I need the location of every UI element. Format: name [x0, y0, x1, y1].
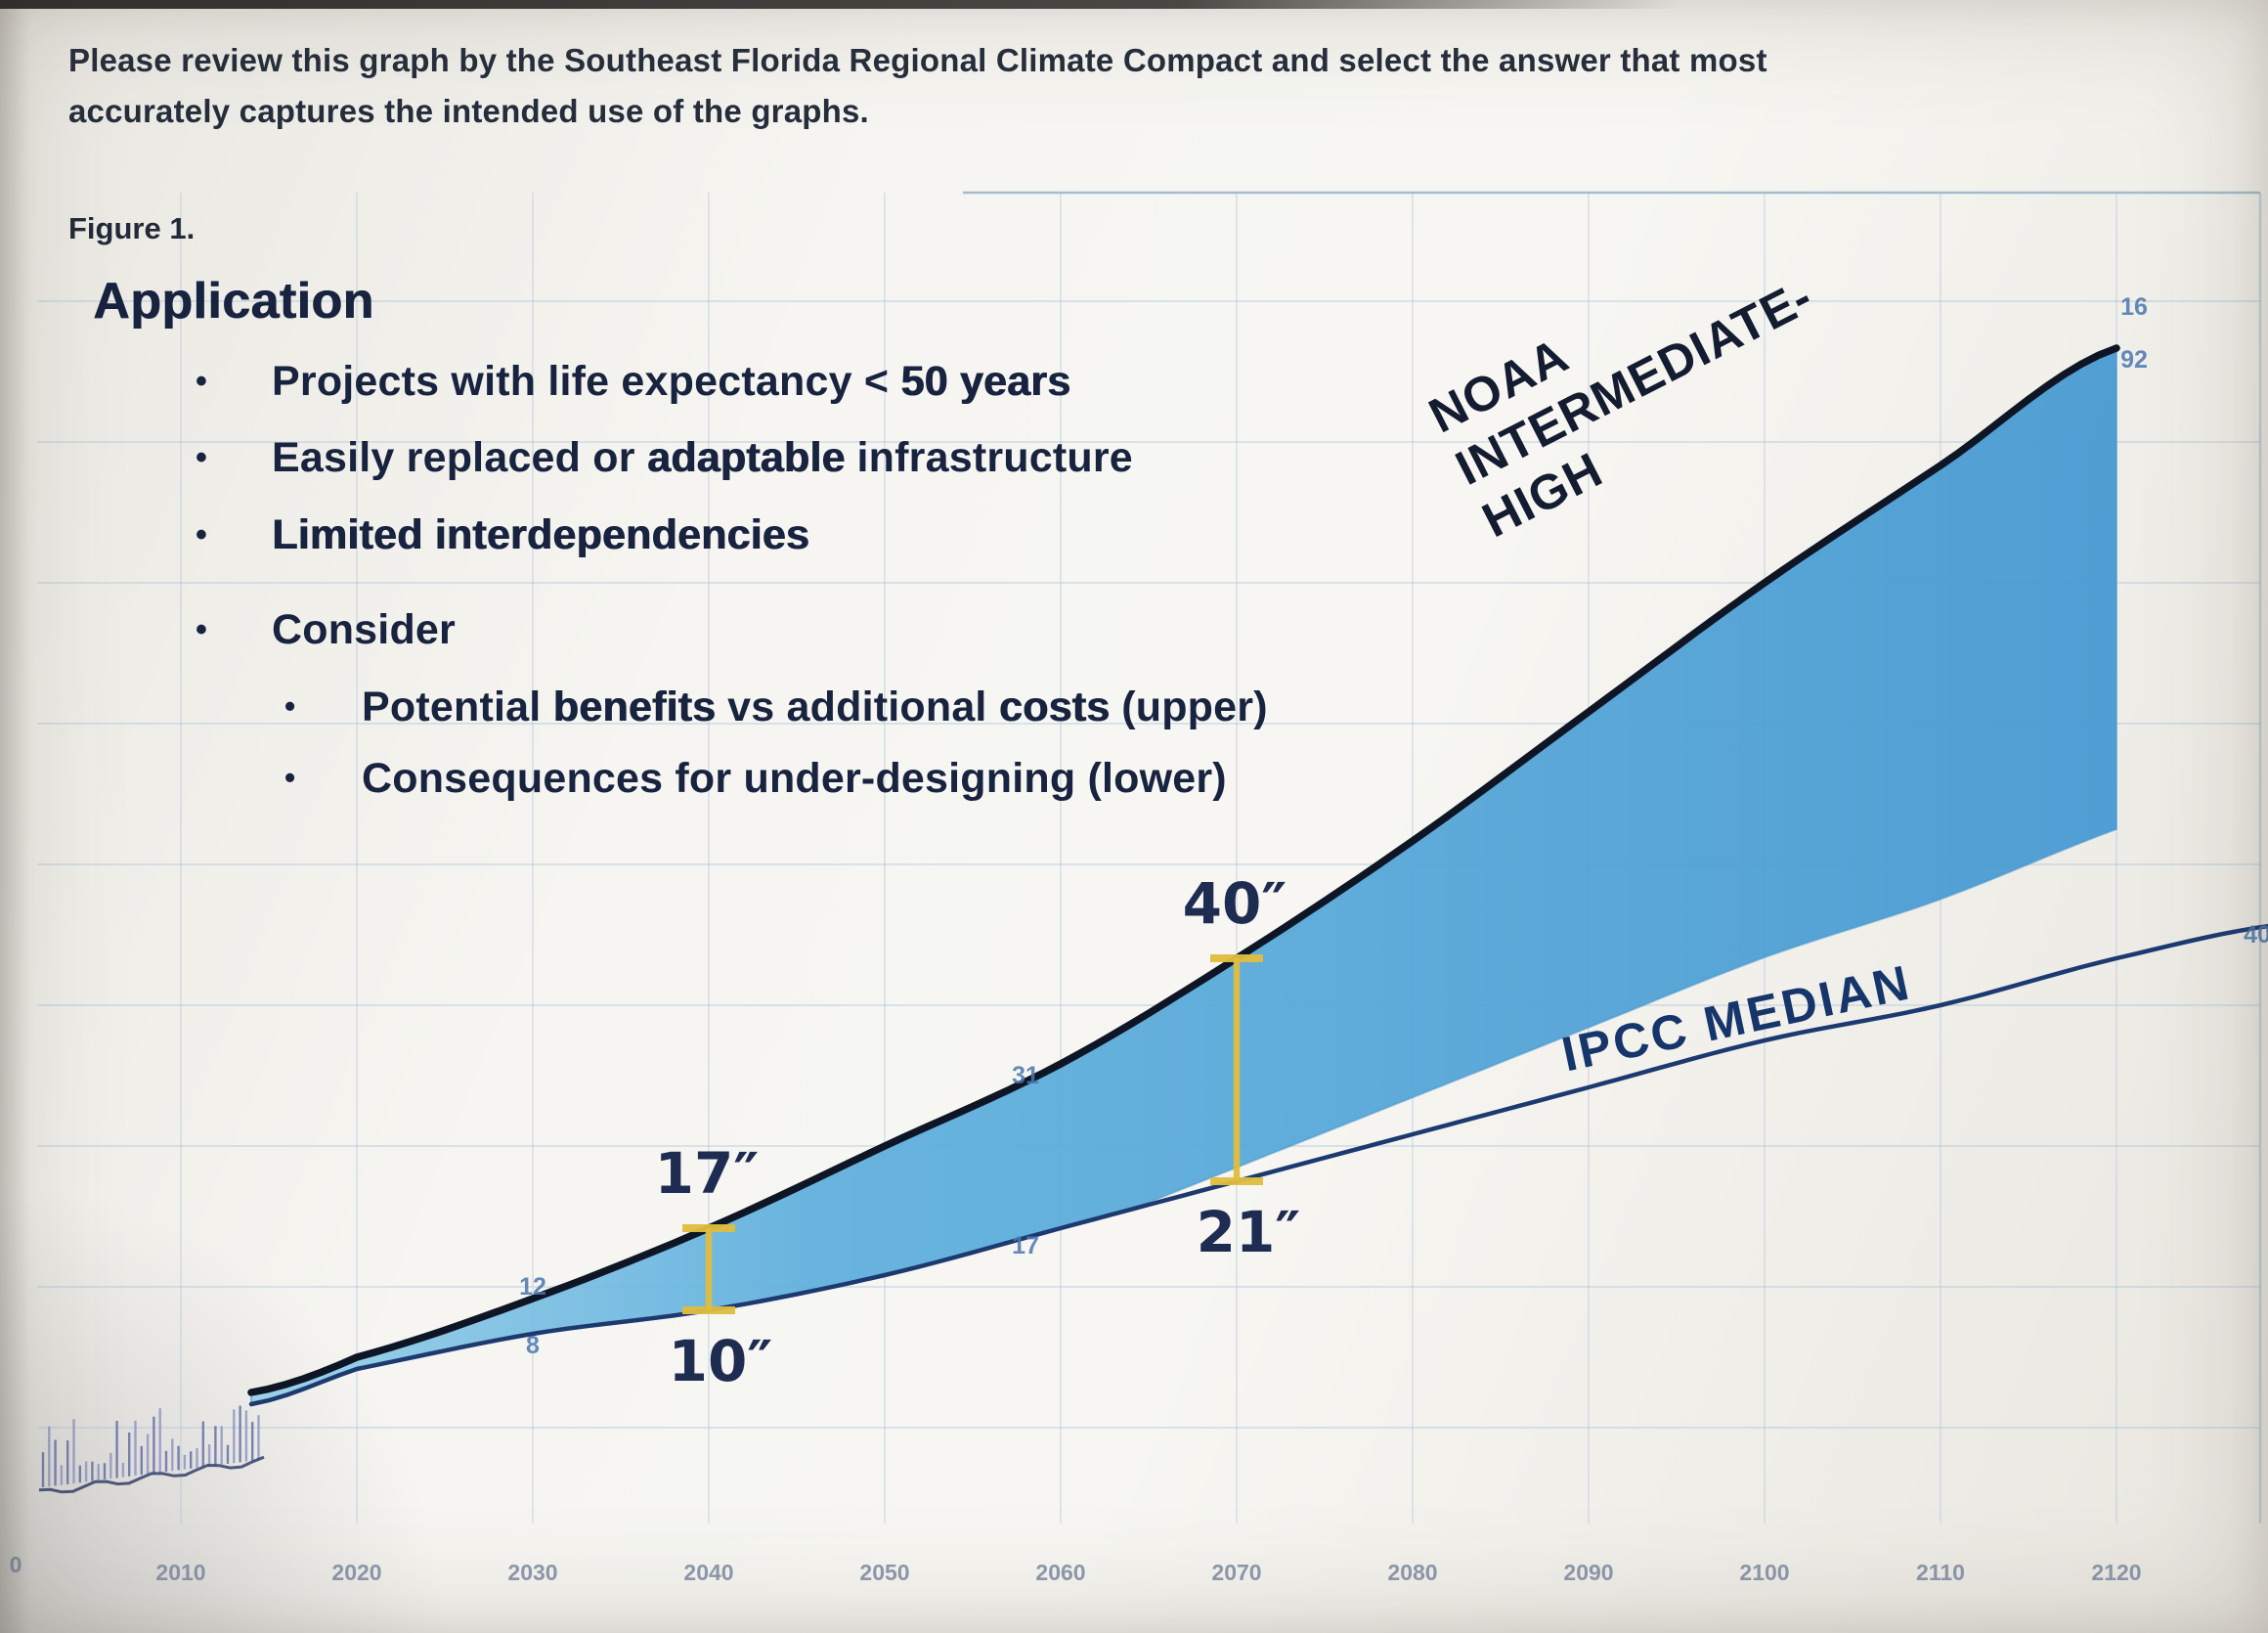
x-axis-tick-label: 2060 [1035, 1560, 1085, 1585]
x-axis-origin-label: 0 [10, 1552, 22, 1577]
x-axis-tick-label: 2030 [507, 1560, 557, 1585]
lower-range-label: 21″ [1197, 1199, 1301, 1265]
point-label-12: 12 [519, 1273, 546, 1301]
x-axis-tick-label: 2070 [1211, 1560, 1261, 1585]
bullet-limited-interdependencies: Limited interdependencies [93, 511, 1559, 559]
x-axis-labels: 2010 2020 2030 2040 2050 2060 2070 2080 2090 2100… [10, 1552, 2142, 1585]
application-heading: Application [93, 273, 374, 330]
curve-point-labels: 12 8 31 17 16 92 40 [519, 293, 2268, 1359]
bullet-life-expectancy: Projects with life expectancy < 50 years [93, 358, 1559, 406]
x-axis-tick-label: 2010 [155, 1560, 205, 1585]
noaa-intermediate-high-curve [247, 344, 2120, 1396]
point-label-16: 16 [2120, 293, 2148, 321]
point-label-92: 92 [2120, 346, 2148, 374]
point-label-17: 17 [1012, 1232, 1039, 1259]
question-text: Please review this graph by the Southeas… [68, 42, 1767, 130]
ipcc-median-curve [248, 923, 2268, 1407]
lower-range-label: 10″ [669, 1328, 773, 1394]
x-axis-tick-label: 2120 [2091, 1560, 2141, 1585]
point-label-31: 31 [1012, 1062, 1039, 1089]
range-marker-2070: 40″ 21″ [1183, 870, 1301, 1265]
upper-range-label: 40″ [1183, 870, 1287, 937]
sub-bullet-consequences: Consequences for under-designing (lower) [93, 755, 1559, 803]
point-label-40: 40 [2244, 921, 2268, 949]
sub-bullet-benefits-vs-costs: Potential benefits vs additional costs (… [93, 684, 1559, 731]
application-bullet-list: Projects with life expectancy < 50 years… [93, 358, 1559, 655]
x-axis-tick-label: 2090 [1563, 1560, 1613, 1585]
bullet-consider: Consider [93, 606, 1559, 654]
upper-range-label: 17″ [655, 1140, 760, 1207]
application-panel: Application Projects with life expectanc… [93, 272, 1559, 827]
x-axis-tick-label: 2020 [331, 1560, 381, 1585]
x-axis-tick-label: 2040 [683, 1560, 733, 1585]
bullet-adaptable-infrastructure: Easily replaced or adaptable infrastruct… [93, 434, 1559, 482]
consider-sublist: Potential benefits vs additional costs (… [93, 684, 1559, 804]
range-marker-2040: 17″ 10″ [655, 1140, 773, 1394]
x-axis-tick-label: 2050 [859, 1560, 909, 1585]
x-axis-tick-label: 2080 [1387, 1560, 1437, 1585]
x-axis-tick-label: 2110 [1916, 1560, 1965, 1585]
figure-label: Figure 1. [68, 211, 196, 245]
x-axis-tick-label: 2100 [1739, 1560, 1789, 1585]
point-label-8: 8 [526, 1332, 540, 1359]
historical-tide-gauge-record [38, 1405, 265, 1494]
